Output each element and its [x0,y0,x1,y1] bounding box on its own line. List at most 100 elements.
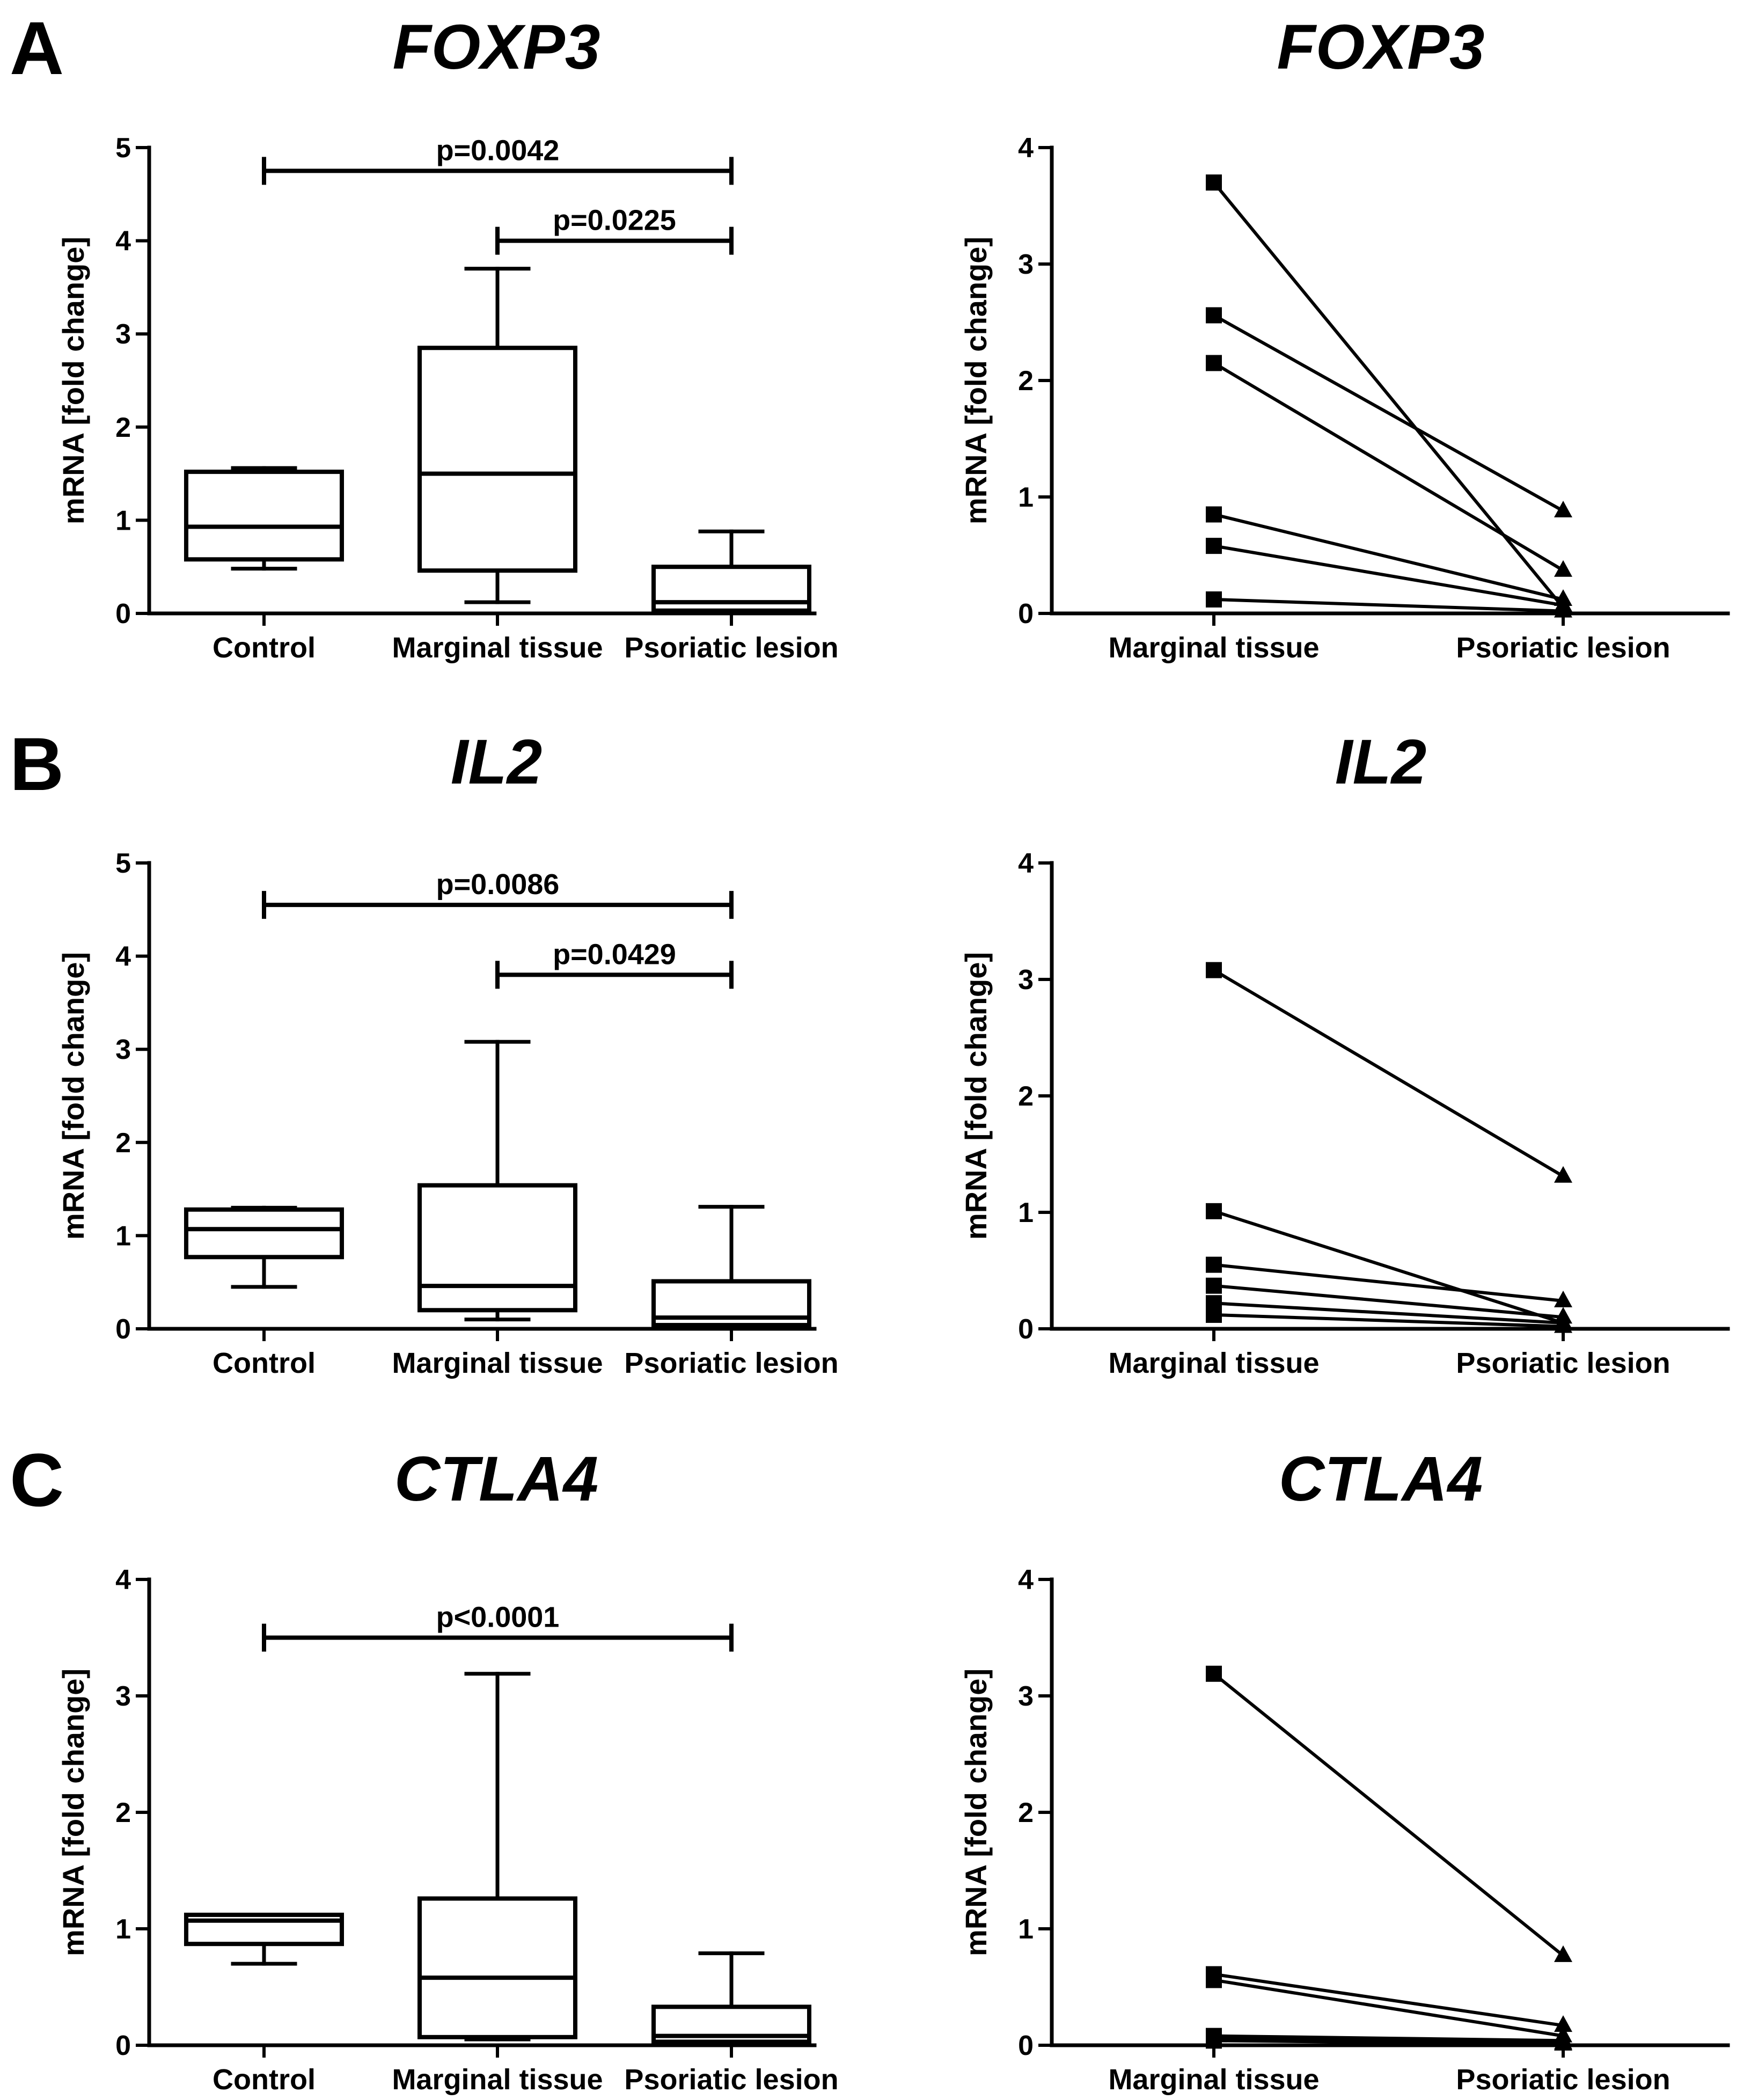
y-tick-label: 2 [115,1128,131,1159]
marker-square [1206,355,1222,371]
box-1 [184,1205,344,1289]
marker-square [1206,1665,1222,1682]
chart-title: FOXP3 [393,12,600,83]
paired-sample [1206,2032,1572,2051]
y-tick-label: 0 [115,598,131,630]
chart-title: IL2 [451,727,543,797]
pair-line [1212,1313,1565,1328]
y-tick-label: 4 [1018,848,1034,879]
marker-square [1206,962,1222,978]
x-category-label: Control [213,2064,316,2096]
pair-line [1212,2034,1565,2043]
marker-triangle [1554,1166,1572,1183]
box-iqr [417,1896,577,2039]
box-2 [417,1040,577,1322]
panel-letter-a: A [10,6,64,90]
marker-square [1206,1972,1222,1988]
y-axis-label: mRNA [fold change] [56,237,90,524]
x-category-label: Marginal tissue [392,632,603,664]
y-tick-label: 3 [1018,964,1034,996]
marker-triangle [1554,1945,1572,1962]
y-tick-label: 0 [115,2030,131,2061]
x-category-label: Psoriatic lesion [624,2064,838,2096]
y-tick-label: 0 [1018,1314,1034,1345]
chart-title: CTLA4 [1279,1444,1483,1514]
y-tick-label: 1 [115,505,131,536]
paired-sample [1206,591,1572,618]
y-tick-label: 3 [115,1034,131,1065]
panel-letter-b: B [10,722,64,806]
y-axis-label: mRNA [fold change] [959,952,993,1240]
y-tick-label: 2 [1018,365,1034,397]
marker-triangle [1554,560,1572,577]
paired-sample [1206,962,1572,1183]
marker-triangle [1554,2015,1572,2032]
y-tick-label: 3 [115,319,131,350]
y-tick-label: 0 [115,1314,131,1345]
x-category-label: Marginal tissue [392,2064,603,2096]
boxplot-a: 0 1 2 3 4 5 Control Marginal tissue Psoriatic le… [56,12,839,664]
box-1 [184,1912,344,1966]
x-category-label: Marginal tissue [1108,1347,1319,1379]
y-tick-label: 4 [115,941,131,972]
marker-triangle [1554,501,1572,518]
pair-line [1212,1263,1565,1303]
y-tick-label: 3 [1018,249,1034,280]
y-tick-label: 1 [115,1220,131,1252]
marker-square [1206,1306,1222,1323]
paired-sample [1206,1665,1572,1962]
paired-plot-b: 0 1 2 3 4 Marginal tissue Psoriatic lesion mRNA… [959,727,1730,1379]
pair-line [1212,1972,1565,2028]
marker-square [1206,1277,1222,1294]
y-tick-label: 3 [115,1681,131,1712]
y-tick-label: 3 [1018,1681,1034,1712]
box-iqr [184,470,344,562]
x-category-label: Marginal tissue [1108,632,1319,664]
pair-line [1212,1301,1565,1325]
boxplot-c: 0 1 2 3 4 Control Marginal tissue Psoriatic les… [56,1444,839,2096]
paired-sample [1206,1972,1572,2043]
significance-bracket: p=0.0042 [262,134,734,185]
marker-square [1206,307,1222,324]
y-tick-label: 4 [115,1564,131,1596]
x-category-label: Control [213,1347,316,1379]
y-tick-label: 0 [1018,598,1034,630]
y-axis-label: mRNA [fold change] [56,952,90,1240]
pair-line [1212,2039,1565,2046]
x-category-label: Psoriatic lesion [1456,2064,1670,2096]
paired-sample [1206,1203,1572,1330]
marker-triangle [1554,601,1572,618]
y-tick-label: 1 [1018,482,1034,513]
y-axis-label: mRNA [fold change] [56,1669,90,1956]
paired-sample [1206,1306,1572,1333]
y-tick-label: 4 [1018,1564,1034,1596]
y-tick-label: 2 [1018,1797,1034,1828]
p-value-label: p=0.0086 [436,868,560,901]
pair-line [1212,597,1565,613]
y-tick-label: 5 [115,133,131,164]
box-3 [651,1205,811,1330]
paired-sample [1206,355,1572,577]
marker-triangle [1554,1316,1572,1333]
box-iqr [417,1183,577,1313]
pair-line [1212,544,1565,608]
marker-square [1206,1256,1222,1273]
marker-triangle [1554,2033,1572,2051]
p-value-label: p=0.0042 [436,134,560,166]
y-tick-label: 4 [115,226,131,257]
marker-square [1206,591,1222,608]
marker-square [1206,506,1222,523]
x-category-label: Psoriatic lesion [624,1347,838,1379]
paired-sample [1206,1256,1572,1307]
marker-square [1206,1203,1222,1219]
paired-sample [1206,307,1572,518]
paired-sample [1206,506,1572,606]
y-tick-label: 1 [115,1914,131,1945]
paired-sample [1206,174,1572,614]
paired-plot-a: 0 1 2 3 4 Marginal tissue Psoriatic lesion mRNA… [959,12,1730,664]
significance-bracket: p=0.0086 [262,868,734,919]
chart-title: CTLA4 [394,1444,598,1514]
significance-bracket: p<0.0001 [262,1601,734,1652]
p-value-label: p<0.0001 [436,1601,560,1634]
